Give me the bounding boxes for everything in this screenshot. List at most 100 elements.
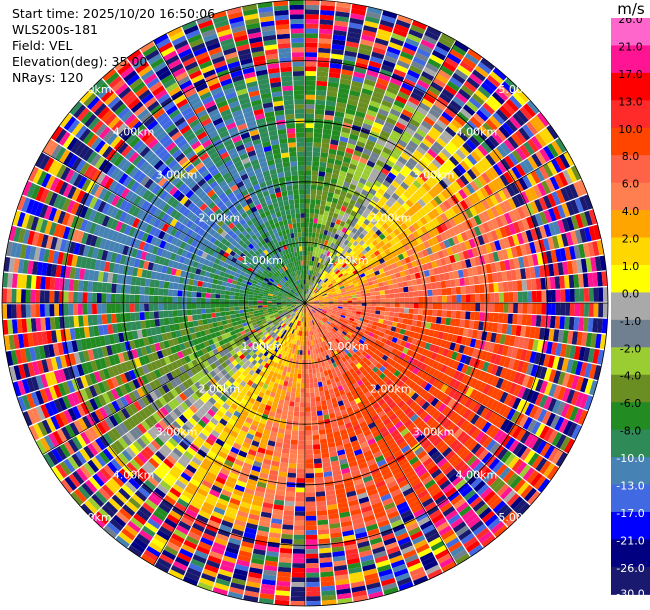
velocity-gate xyxy=(277,571,291,578)
velocity-gate xyxy=(384,329,391,335)
velocity-gate xyxy=(331,266,337,272)
velocity-gate xyxy=(361,211,369,219)
velocity-gate xyxy=(338,303,343,305)
velocity-gate xyxy=(347,322,353,327)
velocity-gate xyxy=(411,279,418,286)
velocity-gate xyxy=(408,140,419,150)
velocity-gate xyxy=(432,217,440,227)
velocity-gate xyxy=(495,333,502,344)
velocity-gate xyxy=(378,318,384,324)
velocity-gate xyxy=(286,386,292,392)
velocity-gate xyxy=(485,243,493,254)
velocity-gate xyxy=(468,238,476,249)
velocity-gate xyxy=(504,212,513,225)
velocity-gate xyxy=(312,373,317,379)
velocity-gate xyxy=(442,200,452,210)
velocity-gate xyxy=(345,45,359,53)
velocity-gate xyxy=(323,119,334,126)
velocity-gate xyxy=(316,76,328,82)
velocity-gate xyxy=(337,199,344,206)
velocity-gate xyxy=(346,142,356,150)
velocity-gate xyxy=(299,416,305,422)
velocity-gate xyxy=(583,395,594,411)
velocity-gate xyxy=(389,288,395,294)
velocity-gate xyxy=(518,127,531,141)
velocity-gate xyxy=(526,216,535,229)
velocity-gate xyxy=(444,107,457,119)
velocity-gate xyxy=(401,46,416,56)
velocity-gate xyxy=(500,158,511,171)
velocity-gate xyxy=(486,74,501,88)
velocity-gate xyxy=(487,322,494,332)
velocity-gate xyxy=(374,339,381,346)
velocity-gate xyxy=(558,418,569,433)
velocity-gate xyxy=(398,55,412,65)
velocity-gate xyxy=(327,191,334,198)
velocity-gate xyxy=(584,303,590,317)
velocity-gate xyxy=(557,219,566,234)
velocity-gate xyxy=(345,41,359,49)
velocity-gate xyxy=(308,265,311,271)
velocity-gate xyxy=(307,350,311,355)
velocity-gate xyxy=(353,339,359,345)
velocity-gate xyxy=(526,279,532,291)
velocity-gate xyxy=(316,283,320,289)
velocity-gate xyxy=(434,243,442,252)
velocity-gate xyxy=(325,220,331,227)
velocity-gate xyxy=(428,162,439,172)
velocity-gate xyxy=(305,175,312,180)
velocity-gate xyxy=(471,247,479,257)
velocity-gate xyxy=(337,308,343,311)
velocity-gate xyxy=(512,221,521,234)
velocity-gate xyxy=(482,102,495,115)
velocity-gate xyxy=(351,266,357,272)
velocity-gate xyxy=(403,211,412,220)
velocity-gate xyxy=(521,218,530,231)
velocity-gate xyxy=(393,267,400,274)
velocity-gate xyxy=(305,506,316,512)
velocity-gate xyxy=(425,89,439,100)
velocity-gate xyxy=(470,294,476,303)
velocity-gate xyxy=(539,442,551,457)
velocity-gate xyxy=(445,317,451,326)
velocity-gate xyxy=(327,81,339,88)
velocity-gate xyxy=(424,134,436,145)
velocity-gate xyxy=(332,238,337,244)
velocity-gate xyxy=(524,450,536,464)
velocity-gate xyxy=(493,429,504,442)
velocity-gate xyxy=(512,234,520,246)
velocity-gate xyxy=(311,286,315,291)
velocity-gate xyxy=(597,318,603,333)
velocity-gate xyxy=(475,293,481,303)
velocity-gate xyxy=(323,316,328,321)
velocity-gate xyxy=(408,254,416,262)
velocity-gate xyxy=(309,304,314,307)
velocity-gate xyxy=(478,224,486,235)
velocity-gate xyxy=(416,228,424,237)
velocity-gate xyxy=(559,153,571,169)
velocity-gate xyxy=(329,222,336,228)
velocity-gate xyxy=(343,257,349,263)
velocity-gate xyxy=(371,168,381,176)
velocity-gate xyxy=(343,239,350,246)
velocity-gate xyxy=(335,245,341,252)
velocity-gate xyxy=(307,340,310,346)
velocity-gate xyxy=(522,303,528,314)
velocity-gate xyxy=(314,305,319,307)
velocity-gate xyxy=(387,112,399,122)
velocity-gate xyxy=(378,155,388,164)
velocity-gate xyxy=(310,194,316,200)
velocity-gate xyxy=(570,215,580,230)
velocity-gate xyxy=(374,243,382,250)
velocity-gate xyxy=(377,218,385,226)
velocity-gate xyxy=(446,247,454,256)
velocity-gate xyxy=(334,111,345,118)
velocity-gate xyxy=(539,366,548,380)
velocity-gate xyxy=(557,371,566,386)
velocity-gate xyxy=(335,287,341,291)
velocity-gate xyxy=(503,171,514,184)
velocity-gate xyxy=(361,229,369,236)
velocity-gate xyxy=(341,292,347,295)
velocity-gate xyxy=(323,385,329,391)
velocity-gate xyxy=(338,283,344,288)
